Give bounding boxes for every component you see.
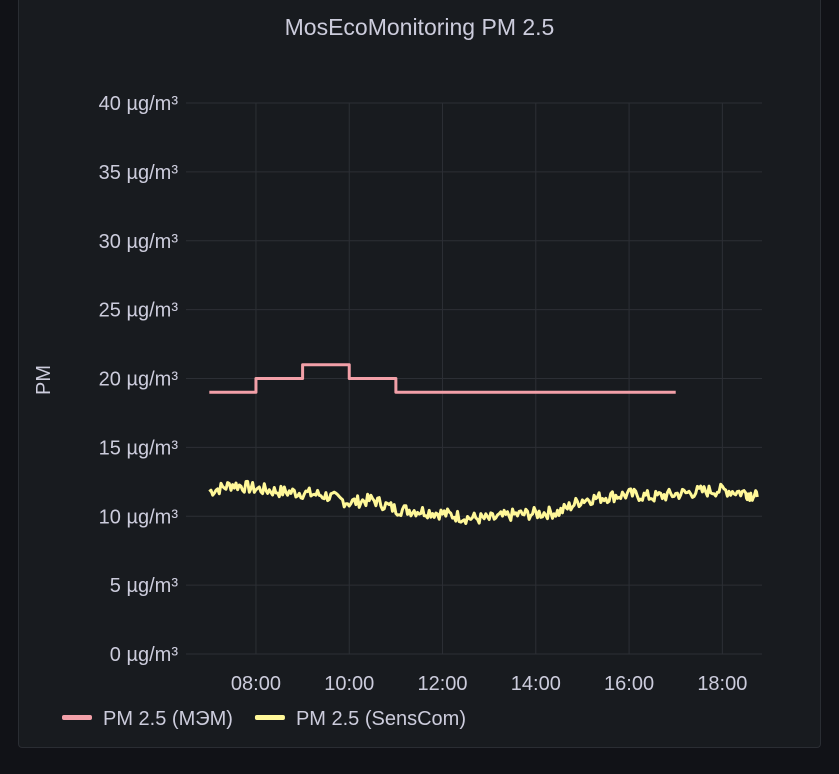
legend[interactable]: PM 2.5 (МЭМ) PM 2.5 (SensCom) bbox=[62, 708, 466, 730]
x-tick-label: 10:00 bbox=[324, 673, 374, 695]
y-tick-label: 5 µg/m³ bbox=[110, 575, 179, 597]
y-tick-label: 40 µg/m³ bbox=[99, 93, 179, 115]
series-line-0 bbox=[209, 363, 676, 394]
y-tick-label: 0 µg/m³ bbox=[110, 644, 179, 666]
x-tick-label: 14:00 bbox=[511, 673, 561, 695]
legend-label[interactable]: PM 2.5 (МЭМ) bbox=[103, 708, 233, 730]
x-tick-label: 18:00 bbox=[697, 673, 747, 695]
y-tick-label: 15 µg/m³ bbox=[99, 437, 179, 459]
y-tick-label: 35 µg/m³ bbox=[99, 162, 179, 184]
y-tick-label: 25 µg/m³ bbox=[99, 300, 179, 322]
y-axis-ticks: 0 µg/m³ 5 µg/m³ 10 µg/m³ 15 µg/m³ 20 µg/m³ 25… bbox=[99, 93, 179, 666]
legend-swatch[interactable] bbox=[62, 715, 92, 720]
x-tick-label: 08:00 bbox=[231, 673, 281, 695]
chart-panel: MosEcoMonitoring PM 2.5 bbox=[18, 0, 821, 748]
x-axis-ticks: 08:00 10:00 12:00 14:00 16:00 18:00 bbox=[231, 673, 747, 695]
series-lines bbox=[208, 363, 759, 525]
y-tick-label: 10 µg/m³ bbox=[99, 506, 179, 528]
legend-label[interactable]: PM 2.5 (SensCom) bbox=[296, 708, 466, 730]
x-tick-label: 16:00 bbox=[604, 673, 654, 695]
x-tick-label: 12:00 bbox=[417, 673, 467, 695]
y-tick-label: 30 µg/m³ bbox=[99, 231, 179, 253]
series-line-1 bbox=[208, 479, 759, 525]
y-tick-label: 20 µg/m³ bbox=[99, 369, 179, 391]
panel-title: MosEcoMonitoring PM 2.5 bbox=[284, 14, 555, 40]
y-axis-label: PM bbox=[33, 365, 55, 395]
legend-swatch[interactable] bbox=[254, 715, 285, 720]
